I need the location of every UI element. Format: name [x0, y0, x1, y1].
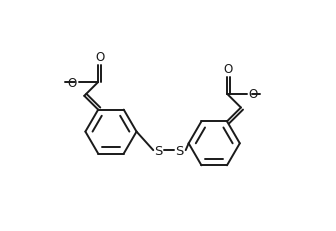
- Text: O: O: [224, 63, 233, 76]
- Text: S: S: [176, 144, 184, 157]
- Text: S: S: [154, 144, 162, 157]
- Text: O: O: [67, 76, 77, 89]
- Text: O: O: [95, 51, 104, 64]
- Text: O: O: [249, 88, 258, 101]
